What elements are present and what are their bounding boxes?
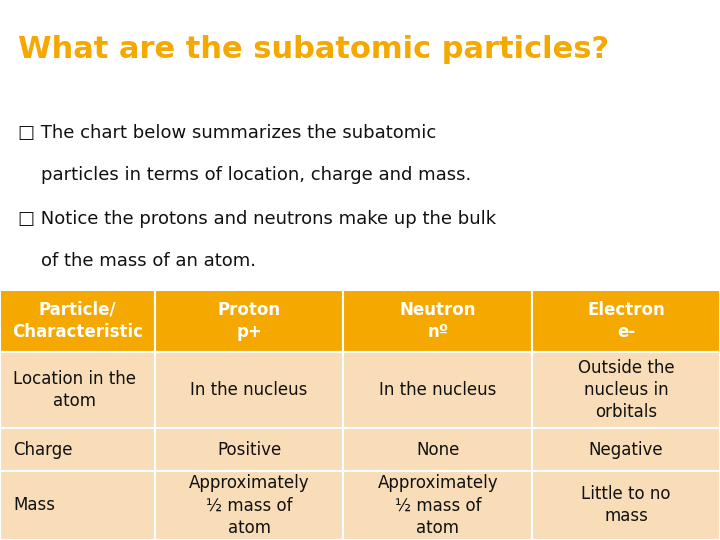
Text: In the nucleus: In the nucleus	[190, 381, 308, 399]
Bar	[155, 471, 343, 540]
Text: □ Notice the protons and neutrons make up the bulk: □ Notice the protons and neutrons make u…	[18, 210, 496, 228]
Text: Approximately
½ mass of
atom: Approximately ½ mass of atom	[377, 474, 498, 537]
Bar	[155, 352, 343, 428]
Text: Little to no
mass: Little to no mass	[581, 485, 671, 525]
Text: What are the subatomic particles?: What are the subatomic particles?	[18, 35, 609, 64]
Text: Location in the
atom: Location in the atom	[13, 370, 136, 410]
Bar	[532, 428, 720, 471]
Bar	[0, 471, 155, 540]
Bar	[0, 428, 155, 471]
Text: Approximately
½ mass of
atom: Approximately ½ mass of atom	[189, 474, 310, 537]
Bar	[155, 290, 343, 352]
Text: particles in terms of location, charge and mass.: particles in terms of location, charge a…	[18, 166, 472, 184]
Text: Neutron
nº: Neutron nº	[400, 301, 476, 341]
Bar	[343, 471, 532, 540]
Text: Negative: Negative	[589, 441, 663, 458]
Bar	[155, 428, 343, 471]
Text: Positive: Positive	[217, 441, 282, 458]
Bar	[343, 290, 532, 352]
Text: None: None	[416, 441, 459, 458]
Bar	[532, 471, 720, 540]
Text: Proton
p+: Proton p+	[217, 301, 281, 341]
Text: of the mass of an atom.: of the mass of an atom.	[18, 252, 256, 270]
Text: Mass: Mass	[13, 496, 55, 515]
Text: Particle/
Characteristic: Particle/ Characteristic	[12, 301, 143, 341]
Bar	[532, 290, 720, 352]
Bar	[343, 352, 532, 428]
Text: Charge: Charge	[13, 441, 73, 458]
Text: Outside the
nucleus in
orbitals: Outside the nucleus in orbitals	[577, 359, 675, 421]
Text: Electron
e-: Electron e-	[588, 301, 665, 341]
Text: In the nucleus: In the nucleus	[379, 381, 497, 399]
Bar	[343, 428, 532, 471]
Bar	[0, 352, 155, 428]
Bar	[0, 290, 155, 352]
Bar	[532, 352, 720, 428]
Text: □ The chart below summarizes the subatomic: □ The chart below summarizes the subatom…	[18, 124, 436, 141]
